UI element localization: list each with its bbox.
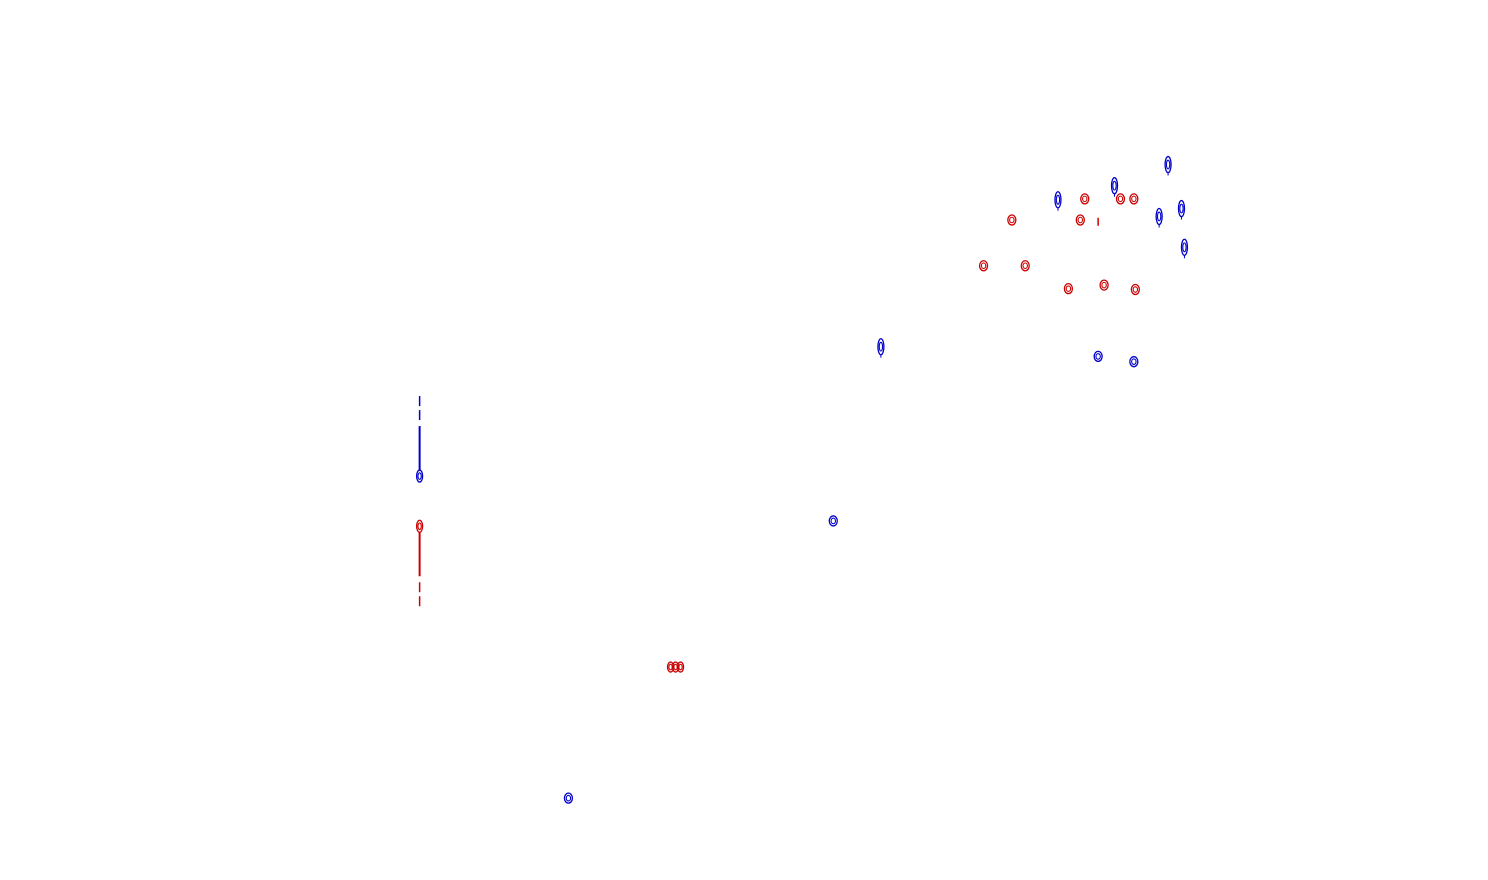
- contour-ring-inner: [1065, 285, 1072, 292]
- contour-ring-inner: [1082, 195, 1088, 203]
- contour-ring-inner: [878, 341, 884, 352]
- series-0-peak-6: [1110, 177, 1119, 197]
- contour-ring-inner: [668, 663, 673, 671]
- series-0-peak-8: [1155, 207, 1163, 228]
- contour-ring: [1080, 193, 1090, 205]
- series-1-peak-10: [1115, 193, 1126, 205]
- contour-ring-inner: [417, 472, 422, 480]
- contour-ring-inner: [1077, 216, 1084, 224]
- plot-marks: [415, 155, 1189, 804]
- series-1-peak-12: [1130, 283, 1140, 296]
- contour-ring: [1115, 193, 1126, 205]
- contour-ring-inner: [830, 517, 837, 525]
- contour-ring: [1099, 279, 1109, 291]
- series-1-peak-2: [978, 260, 989, 272]
- contour-ring-inner: [417, 522, 422, 531]
- series-1-peak-9: [1099, 279, 1109, 291]
- series-1-peak-1: [666, 661, 685, 673]
- contour-ring-inner: [1055, 194, 1061, 205]
- contour-ring-inner: [1156, 211, 1162, 222]
- series-1-peak-0: [415, 519, 424, 607]
- series-0-peak-5: [1093, 350, 1103, 363]
- contour-ring: [1129, 193, 1139, 205]
- contour-ring-inner: [1182, 242, 1187, 253]
- series-0-peak-0: [415, 396, 424, 483]
- series-1-peak-5: [1063, 282, 1074, 295]
- contour-ring: [1130, 283, 1140, 296]
- contour-ring-inner: [1112, 180, 1117, 191]
- series-1-peak-3: [1007, 214, 1017, 226]
- contour-ring: [676, 661, 685, 673]
- contour-ring: [1007, 214, 1017, 226]
- contour-ring-inner: [565, 794, 572, 802]
- series-1-group: [415, 193, 1140, 673]
- contour-ring-inner: [1101, 281, 1107, 289]
- contour-ring: [1063, 282, 1074, 295]
- contour-ring-inner: [678, 663, 683, 671]
- contour-ring: [1020, 260, 1030, 272]
- contour-ring: [1075, 214, 1085, 226]
- contour-ring: [1093, 350, 1103, 363]
- series-1-peak-11: [1129, 193, 1139, 205]
- series-1-peak-6: [1075, 214, 1085, 226]
- series-0-peak-9: [1164, 155, 1172, 176]
- series-0-group: [415, 155, 1189, 804]
- contour-ring-inner: [673, 663, 678, 671]
- contour-ring-inner: [1022, 262, 1028, 270]
- series-0-peak-2: [828, 515, 838, 527]
- contour-ring-inner: [1095, 353, 1101, 360]
- series-0-peak-7: [1129, 356, 1139, 368]
- contour-ring-inner: [1132, 286, 1139, 293]
- contour-ring-inner: [1179, 203, 1184, 214]
- series-0-peak-10: [1177, 199, 1186, 220]
- contour-ring-inner: [1009, 216, 1015, 224]
- series-1-peak-4: [1020, 260, 1030, 272]
- contour-ring: [828, 515, 838, 527]
- series-1-peak-7: [1080, 193, 1090, 205]
- contour-ring-inner: [1165, 159, 1171, 170]
- series-0-peak-1: [563, 792, 574, 804]
- contour-ring-inner: [980, 262, 987, 270]
- contour-ring-inner: [1117, 195, 1124, 203]
- contour-ring-inner: [1131, 195, 1137, 203]
- series-0-peak-4: [1054, 191, 1062, 211]
- series-0-peak-11: [1180, 238, 1189, 259]
- contour-ring: [978, 260, 989, 272]
- contour-ring: [563, 792, 574, 804]
- contour-ring-inner: [1131, 358, 1137, 365]
- series-0-peak-3: [877, 338, 885, 358]
- contour-ring: [1129, 356, 1139, 368]
